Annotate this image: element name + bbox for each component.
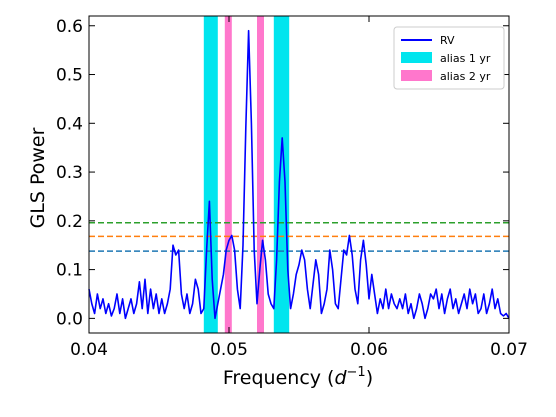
legend-label-rv: RV: [440, 34, 455, 47]
x-tick-label: 0.06: [350, 340, 388, 360]
y-tick-label: 0.0: [56, 309, 83, 329]
x-axis-ticks: 0.04 0.05 0.06 0.07: [70, 16, 528, 360]
series-line-rv: [88, 29, 510, 320]
threshold-lines: [89, 222, 509, 252]
alias-band-1-2: [273, 16, 290, 333]
y-tick-label: 0.3: [56, 163, 83, 183]
legend-swatch-alias-2yr: [401, 70, 432, 81]
alias-band-1-1: [203, 16, 218, 333]
plot-frame: [88, 15, 510, 334]
alias-band-2-1: [224, 16, 232, 333]
x-tick-label: 0.04: [70, 340, 108, 360]
x-tick-label: 0.05: [210, 340, 248, 360]
data-series: [88, 29, 510, 320]
alias-band-2-2: [257, 16, 264, 333]
legend-label-alias-2yr: alias 2 yr: [440, 70, 491, 83]
alias-bands: [203, 16, 290, 333]
y-tick-label: 0.6: [56, 17, 83, 37]
y-axis-label: GLS Power: [27, 127, 49, 228]
x-tick-label: 0.07: [490, 340, 528, 360]
y-tick-label: 0.4: [56, 114, 83, 134]
legend: RV alias 1 yr alias 2 yr: [393, 26, 505, 90]
y-tick-label: 0.5: [56, 66, 83, 86]
y-tick-label: 0.2: [56, 212, 83, 232]
legend-swatch-alias-1yr: [401, 52, 432, 63]
x-axis-label: Frequency (d−1): [223, 365, 373, 389]
y-axis-ticks: 0.0 0.1 0.2 0.3 0.4 0.5 0.6: [56, 17, 509, 329]
legend-label-alias-1yr: alias 1 yr: [440, 52, 491, 65]
y-tick-label: 0.1: [56, 261, 83, 281]
